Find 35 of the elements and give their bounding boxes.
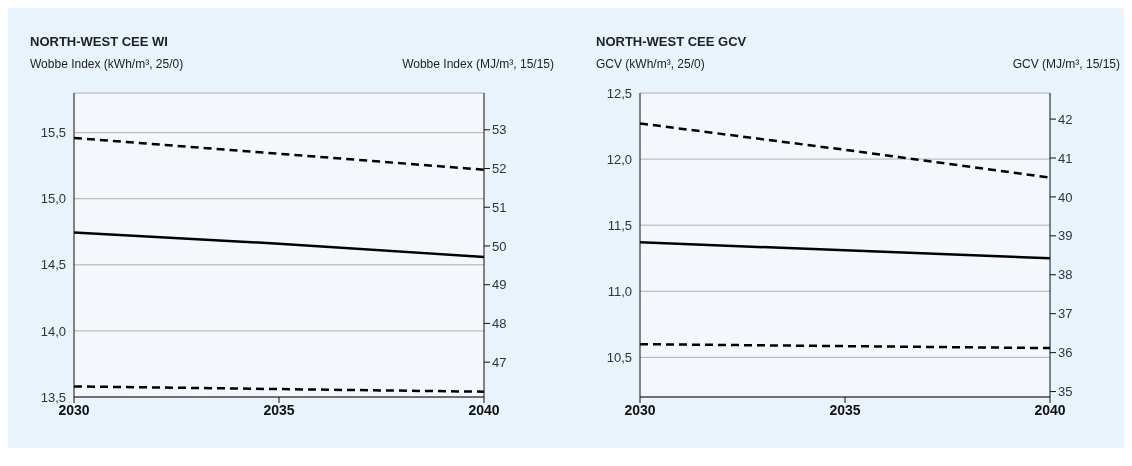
y2-tick-label: 52 — [492, 161, 507, 177]
y-tick-label: 14,0 — [40, 323, 66, 339]
y-tick-label: 14,5 — [40, 257, 66, 273]
x-tick-label: 2030 — [624, 401, 656, 418]
y2-tick-label: 35 — [1058, 384, 1073, 400]
y2-tick-label: 50 — [492, 238, 507, 254]
y2-tick-label: 49 — [492, 277, 507, 293]
y-tick-label: 11,5 — [607, 217, 632, 233]
y2-tick-label: 42 — [1058, 111, 1073, 127]
y2-tick-label: 39 — [1058, 228, 1073, 244]
y-tick-label: 15,0 — [40, 191, 66, 207]
y-tick-label: 10,5 — [606, 349, 632, 365]
y-axis-title: GCV (kWh/m³, 25/0) — [596, 57, 705, 71]
y2-axis-title: Wobbe Index (MJ/m³, 15/15) — [402, 57, 554, 71]
y2-axis-title: GCV (MJ/m³, 15/15) — [1012, 57, 1120, 71]
y-axis-title: Wobbe Index (kWh/m³, 25/0) — [30, 57, 184, 71]
y-tick-label: 12,0 — [606, 151, 632, 167]
chart-title: NORTH-WEST CEE WI — [30, 34, 169, 49]
y2-tick-label: 37 — [1058, 306, 1073, 322]
y-tick-label: 12,5 — [606, 85, 632, 101]
y2-tick-label: 48 — [492, 316, 507, 332]
y2-tick-label: 38 — [1058, 267, 1073, 283]
x-tick-label: 2035 — [829, 401, 861, 418]
y-tick-label: 15,5 — [40, 125, 66, 141]
y-tick-label: 11,0 — [607, 283, 632, 299]
x-tick-label: 2040 — [468, 401, 500, 418]
y2-tick-label: 47 — [492, 354, 507, 370]
x-tick-label: 2040 — [1034, 401, 1066, 418]
y2-tick-label: 51 — [492, 199, 507, 215]
chart-title: NORTH-WEST CEE GCV — [596, 34, 748, 49]
y2-tick-label: 53 — [492, 122, 507, 138]
y2-tick-label: 36 — [1058, 345, 1073, 361]
x-tick-label: 2035 — [263, 401, 295, 418]
y2-tick-label: 40 — [1058, 189, 1073, 205]
y2-tick-label: 41 — [1058, 150, 1073, 166]
